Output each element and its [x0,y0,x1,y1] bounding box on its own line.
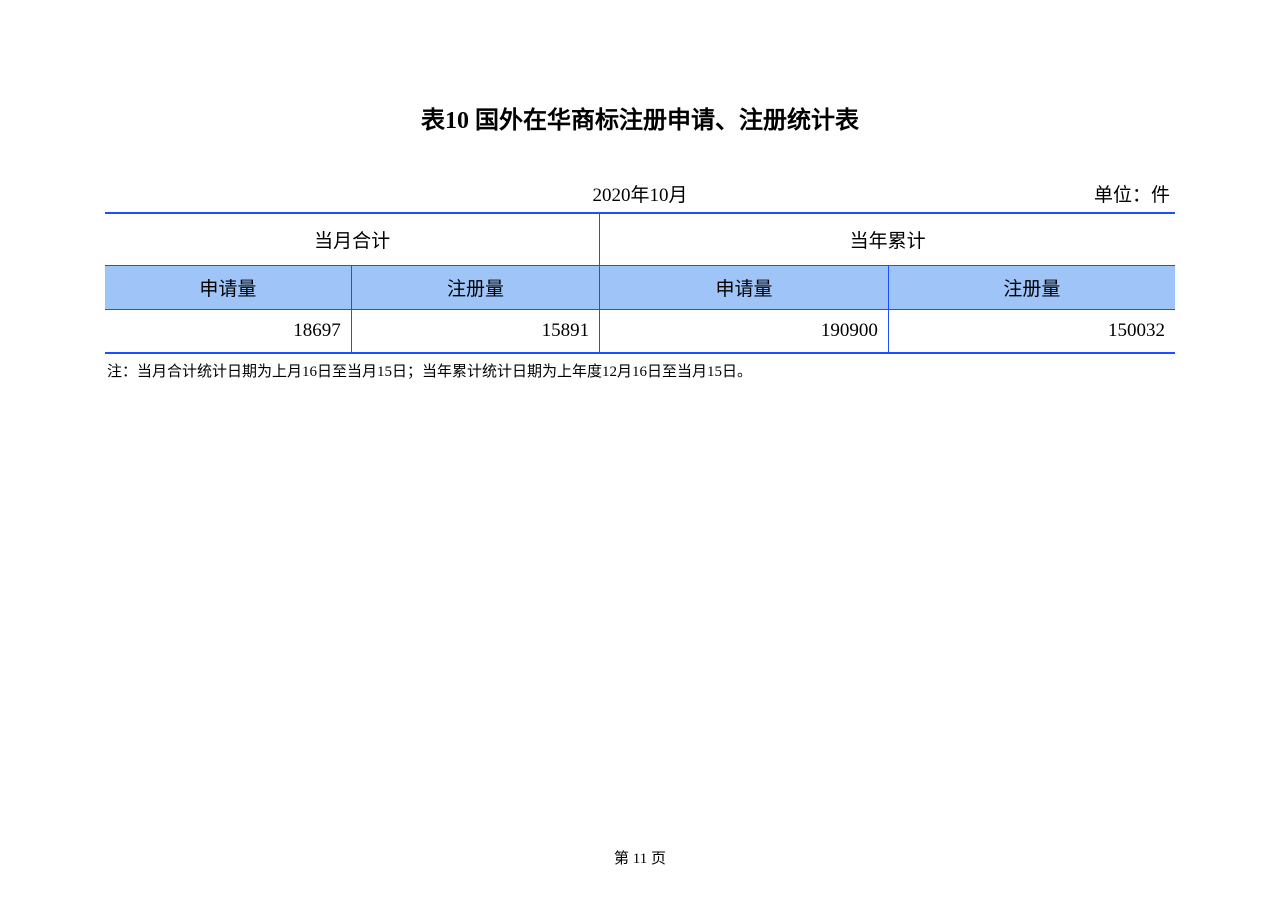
table-header-columns-row: 申请量 注册量 申请量 注册量 [105,265,1175,309]
header-group-monthly: 当月合计 [105,213,600,265]
page-title: 表10 国外在华商标注册申请、注册统计表 [105,100,1175,135]
footnote: 注：当月合计统计日期为上月16日至当月15日；当年累计统计日期为上年度12月16… [105,360,1175,381]
table-cell: 18697 [105,309,351,353]
table-row: 18697 15891 190900 150032 [105,309,1175,353]
statistics-table: 当月合计 当年累计 申请量 注册量 申请量 注册量 18697 15891 19… [105,212,1175,354]
table-cell: 190900 [600,309,889,353]
column-header: 注册量 [888,265,1175,309]
table-header-group-row: 当月合计 当年累计 [105,213,1175,265]
column-header: 注册量 [351,265,599,309]
page-number: 第 11 页 [614,847,666,868]
meta-row: 2020年10月 单位：件 [105,180,1175,208]
header-group-yearly: 当年累计 [600,213,1175,265]
column-header: 申请量 [600,265,889,309]
unit-label: 单位：件 [1094,180,1170,207]
table-cell: 150032 [888,309,1175,353]
date-label: 2020年10月 [592,180,687,207]
table-cell: 15891 [351,309,599,353]
column-header: 申请量 [105,265,351,309]
